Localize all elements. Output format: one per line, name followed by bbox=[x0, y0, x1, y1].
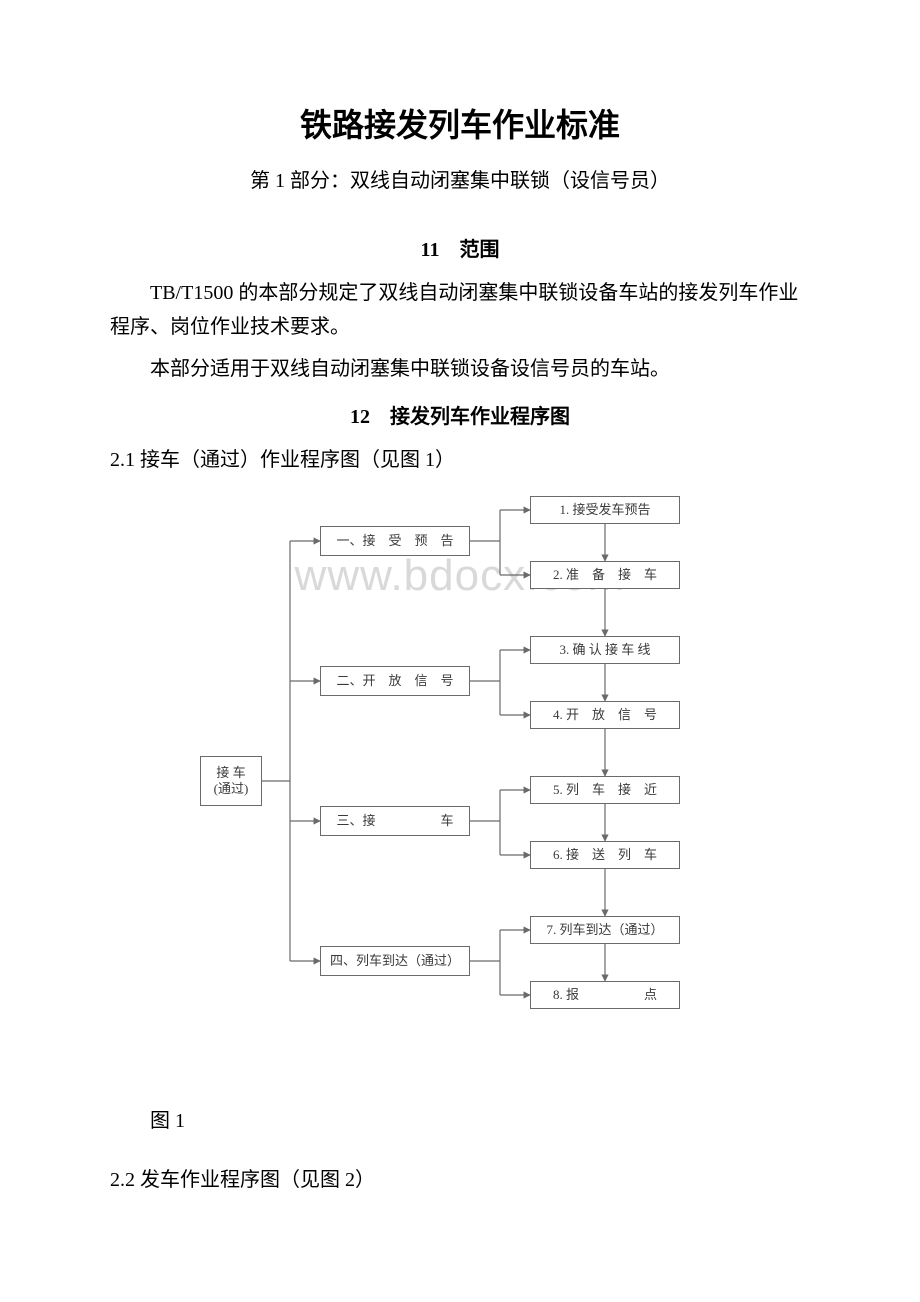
flow-node-r5: 5. 列 车 接 近 bbox=[530, 776, 680, 804]
figure-1-caption: 图 1 bbox=[110, 1104, 810, 1133]
flow-node-l3-label: 三、接 车 bbox=[336, 813, 453, 829]
flow-node-r7: 7. 列车到达（通过） bbox=[530, 916, 680, 944]
flow-node-root-label-1: 接 车 bbox=[216, 765, 245, 781]
section-1-paragraph-1: TB/T1500 的本部分规定了双线自动闭塞集中联锁设备车站的接发列车作业程序、… bbox=[110, 276, 810, 344]
flow-node-r2: 2. 准 备 接 车 bbox=[530, 561, 680, 589]
flow-node-l4-label: 四、列车到达（通过） bbox=[330, 953, 460, 969]
flow-node-r3-label: 3. 确 认 接 车 线 bbox=[559, 642, 650, 658]
flow-node-root: 接 车 (通过) bbox=[200, 756, 262, 806]
flow-node-l1-label: 一、接 受 预 告 bbox=[336, 533, 453, 549]
section-2-heading: 12 接发列车作业程序图 bbox=[110, 400, 810, 429]
flow-node-r4-label: 4. 开 放 信 号 bbox=[553, 707, 657, 723]
flow-node-r1-label: 1. 接受发车预告 bbox=[559, 502, 650, 518]
section-1-heading: 11 范围 bbox=[110, 233, 810, 262]
flow-node-l2-label: 二、开 放 信 号 bbox=[336, 673, 453, 689]
flow-node-r2-label: 2. 准 备 接 车 bbox=[553, 567, 657, 583]
flow-node-root-label-2: (通过) bbox=[214, 781, 249, 797]
flow-node-l2: 二、开 放 信 号 bbox=[320, 666, 470, 696]
page-subtitle: 第 1 部分：双线自动闭塞集中联锁（设信号员） bbox=[110, 164, 810, 193]
flow-node-r8: 8. 报 点 bbox=[530, 981, 680, 1009]
page-title: 铁路接发列车作业标准 bbox=[110, 100, 810, 146]
flow-node-r6: 6. 接 送 列 车 bbox=[530, 841, 680, 869]
flow-node-r8-label: 8. 报 点 bbox=[553, 987, 657, 1003]
section-2-sub-2: 2.2 发车作业程序图（见图 2） bbox=[110, 1163, 810, 1192]
flow-node-l1: 一、接 受 预 告 bbox=[320, 526, 470, 556]
section-1-paragraph-2: 本部分适用于双线自动闭塞集中联锁设备设信号员的车站。 bbox=[110, 352, 810, 386]
flow-node-r1: 1. 接受发车预告 bbox=[530, 496, 680, 524]
flow-node-r7-label: 7. 列车到达（通过） bbox=[546, 922, 663, 938]
flow-node-r6-label: 6. 接 送 列 车 bbox=[553, 847, 657, 863]
flow-node-l3: 三、接 车 bbox=[320, 806, 470, 836]
section-2-sub-1: 2.1 接车（通过）作业程序图（见图 1） bbox=[110, 443, 810, 472]
flow-node-r5-label: 5. 列 车 接 近 bbox=[553, 782, 657, 798]
figure-1-flowchart: www.bdocx.com bbox=[200, 486, 720, 1086]
flow-node-r4: 4. 开 放 信 号 bbox=[530, 701, 680, 729]
flow-node-l4: 四、列车到达（通过） bbox=[320, 946, 470, 976]
flow-node-r3: 3. 确 认 接 车 线 bbox=[530, 636, 680, 664]
